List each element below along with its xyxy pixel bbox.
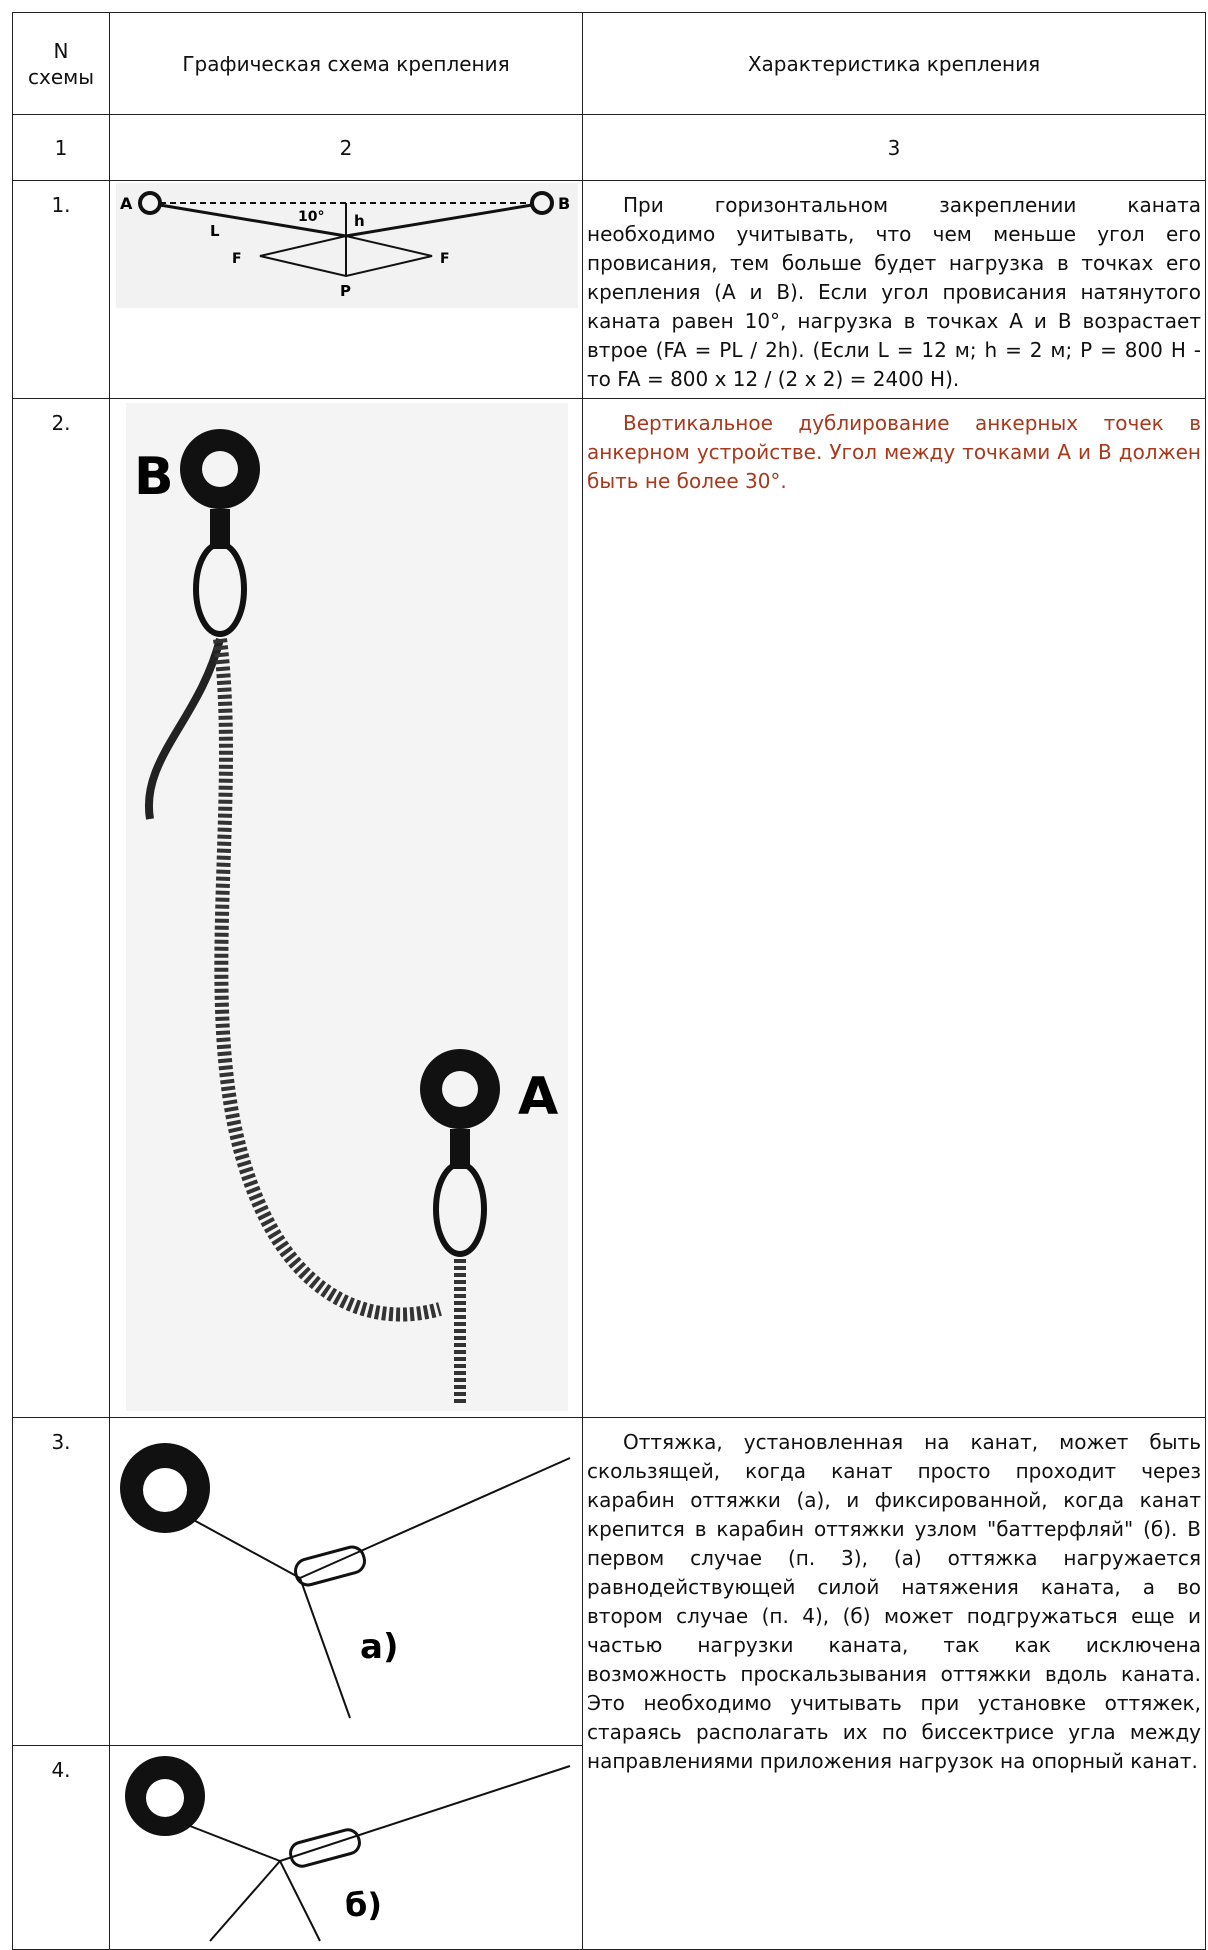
scheme-1: A B 10° L h F F P [116,183,578,308]
row-number: 4. [12,1745,110,1950]
header-cell: N схемы [12,12,110,115]
description: Вертикальное дублирование анкерных точек… [582,398,1206,1418]
svg-text:A: A [518,1067,558,1127]
description: При горизонтальном закреплении каната не… [582,180,1206,399]
row-number: 3. [12,1417,110,1746]
svg-text:A: A [120,194,133,213]
svg-text:h: h [354,212,365,230]
svg-text:б): б) [345,1886,382,1924]
scheme-4: б) [125,1756,571,1942]
scheme-cell: A B 10° L h F F P [109,180,583,399]
header-cell: Графическая схема крепления [109,12,583,115]
svg-text:10°: 10° [298,209,324,225]
column-number: 1 [12,114,110,181]
table: N схемы Графическая схема крепления Хара… [12,12,1206,1950]
svg-text:B: B [134,447,174,507]
header-cell: Характеристика крепления [582,12,1206,115]
scheme-cell: B A [109,398,583,1418]
row-number: 2. [12,398,110,1418]
svg-text:F: F [232,251,242,267]
scheme-3: а) [120,1443,571,1719]
scheme-2: B A [126,403,568,1411]
scheme-cell: б) [109,1745,583,1950]
scheme-cell: а) [109,1417,583,1746]
column-number: 3 [582,114,1206,181]
row-number: 1. [12,180,110,399]
svg-text:F: F [440,251,450,267]
svg-text:L: L [210,222,220,240]
column-number: 2 [109,114,583,181]
svg-text:P: P [340,282,351,300]
svg-text:B: B [558,194,570,213]
svg-text:а): а) [360,1627,398,1667]
description: Оттяжка, установленная на канат, может б… [582,1417,1206,1950]
page-body: N схемы Графическая схема крепления Хара… [12,12,1206,1950]
page: {"table":{"header":["N схемы","Графическ… [12,12,1206,1950]
